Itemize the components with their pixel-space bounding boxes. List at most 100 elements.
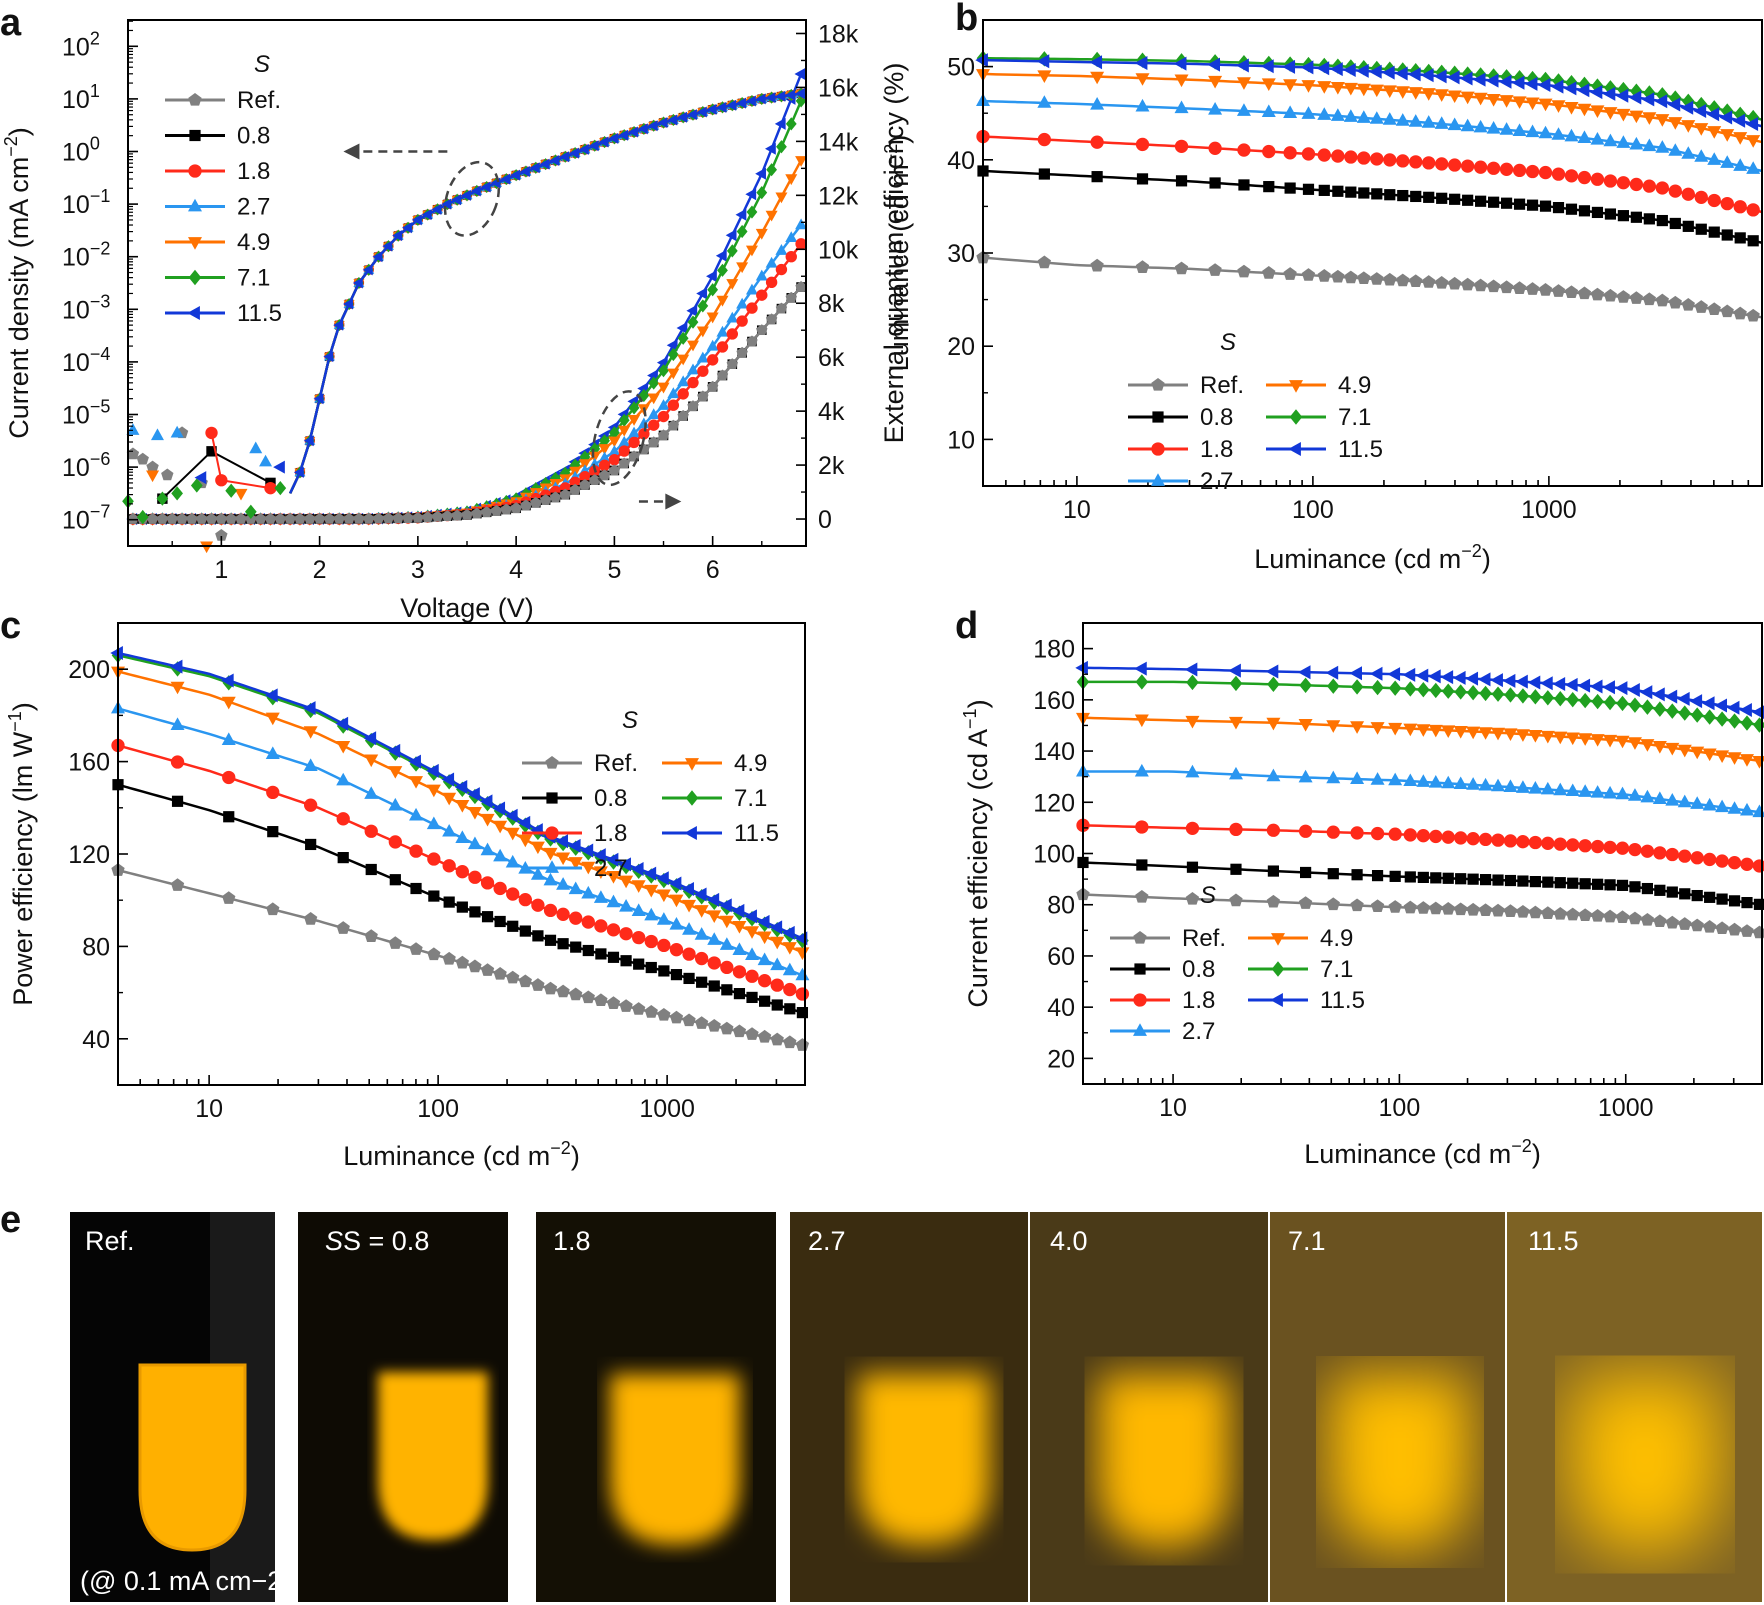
d-marker-4.9 (1441, 725, 1456, 739)
b-marker-4.9 (1694, 123, 1709, 136)
d-marker-0.8 (1554, 877, 1566, 889)
b-marker-11.5 (1036, 54, 1050, 69)
c-marker-11.5 (744, 909, 757, 924)
d-marker-11.5 (1527, 675, 1541, 690)
b-marker-2.7 (1301, 106, 1316, 119)
b-marker-Ref. (1301, 268, 1316, 281)
a-current-marker-11.5 (647, 120, 658, 132)
d-marker-4.9 (1615, 735, 1630, 749)
c-marker-11.5 (580, 843, 594, 858)
c-marker-4.9 (631, 880, 646, 893)
a-x-tick-label-4: 4 (509, 556, 523, 584)
a-luminance-marker-Ref. (382, 512, 395, 524)
a-luminance-marker-1.8 (746, 302, 758, 314)
d-marker-2.7 (1690, 796, 1705, 809)
c-marker-0.8 (721, 984, 733, 996)
b-legend-label-4.9: 4.9 (1338, 372, 1371, 399)
d-marker-4.9 (1603, 734, 1618, 748)
d-marker-4.9 (1652, 741, 1667, 754)
a-luminance-marker-11.5 (765, 142, 776, 155)
a-luminance-marker-7.1 (589, 442, 601, 456)
a-luminance-marker-Ref. (186, 513, 198, 524)
a-luminance-marker-4.9 (696, 326, 709, 338)
d-marker-11.5 (1297, 665, 1311, 680)
d-marker-4.9 (1185, 715, 1200, 729)
a-legend-label-11.5: 11.5 (237, 300, 282, 327)
d-marker-7.1 (1229, 675, 1243, 692)
c-marker-Ref. (468, 959, 482, 973)
a-y2-axis-label: Luminance (cd m−2) (881, 135, 914, 372)
c-legend-title: S (622, 707, 638, 734)
b-marker-2.7 (1486, 120, 1501, 134)
a-luminance-marker-2.7 (657, 399, 670, 410)
d-y-tick-label-180: 180 (1033, 636, 1075, 664)
d-marker-7.1 (1603, 694, 1617, 711)
a-legend-item-7.1: 7.1 (165, 265, 270, 292)
b-y-axis-label: External quantum efficiency (%) (879, 63, 909, 444)
b-marker-2.7 (1473, 119, 1488, 133)
c-marker-4.9 (707, 910, 722, 924)
b-marker-0.8 (1263, 181, 1275, 193)
b-marker-1.8 (1208, 141, 1222, 155)
a-luminance-marker-4.9 (785, 174, 798, 186)
d-marker-2.7 (1416, 774, 1431, 787)
a-legend-label-7.1: 7.1 (237, 265, 270, 292)
c-marker-0.8 (784, 1003, 796, 1015)
b-marker-Ref. (1370, 272, 1384, 285)
c-marker-1.8 (480, 876, 495, 890)
c-marker-11.5 (408, 754, 421, 769)
b-marker-1.8 (1344, 150, 1358, 164)
c-marker-1.8 (222, 770, 236, 785)
b-marker-4.9 (1135, 73, 1150, 86)
c-marker-1.8 (388, 835, 402, 849)
d-legend-label-11.5: 11.5 (1320, 987, 1365, 1014)
b-marker-11.5 (1615, 88, 1629, 103)
d-x-tick-label-10: 10 (1159, 1094, 1187, 1122)
d-marker-Ref. (1578, 908, 1592, 921)
a-luminance-marker-4.9 (687, 340, 699, 352)
c-marker-Ref. (303, 912, 318, 925)
b-marker-Ref. (1538, 283, 1553, 296)
d-marker-1.8 (1478, 832, 1493, 847)
a-noise-marker-7.1 (244, 504, 257, 519)
a-luminance-marker-1.8 (706, 354, 719, 366)
a-luminance-series-11.5 (126, 67, 806, 526)
b-marker-2.7 (1395, 113, 1410, 126)
d-marker-Ref. (1516, 904, 1530, 918)
c-marker-0.8 (771, 999, 783, 1011)
b-legend-label-0.8: 0.8 (1200, 404, 1233, 431)
a-noise-marker-0.8 (206, 446, 217, 457)
b-marker-1.8 (1435, 157, 1449, 171)
d-marker-7.1 (1350, 679, 1364, 695)
b-marker-4.9 (1434, 89, 1449, 102)
b-marker-0.8 (1462, 194, 1474, 206)
b-marker-11.5 (1282, 59, 1296, 74)
b-marker-1.8 (1383, 153, 1397, 167)
d-marker-11.5 (1577, 678, 1591, 693)
d-marker-7.1 (1678, 705, 1692, 721)
d-marker-1.8 (1640, 844, 1655, 858)
a-noise-marker-4.9 (146, 470, 160, 483)
d-x-axis-label: Luminance (cd m−2) (1304, 1136, 1541, 1169)
a-current-line-1.8 (288, 92, 802, 494)
d-marker-Ref. (1266, 894, 1281, 908)
b-marker-4.9 (1356, 83, 1371, 97)
a-y-tick-label-6: 10−1 (62, 186, 110, 219)
c-marker-Ref. (336, 921, 350, 934)
d-marker-1.8 (1416, 829, 1430, 843)
d-marker-1.8 (1441, 830, 1455, 844)
panel-label-e: e (0, 1199, 21, 1241)
c-marker-11.5 (363, 731, 377, 746)
d-legend-item-1.8: 1.8 (1110, 987, 1215, 1014)
panel-a-chart: 1 2 3 4 5 6 10−7 10−6 10−5 10−4 10−3 10−2 10−1 100 101… (1, 19, 914, 623)
a-luminance-marker-11.5 (706, 270, 717, 283)
c-marker-4.9 (336, 740, 351, 754)
d-marker-11.5 (1502, 673, 1516, 688)
b-marker-2.7 (1037, 95, 1052, 108)
c-marker-2.7 (770, 957, 785, 971)
c-series-11.5 (110, 646, 808, 946)
a-luminance-marker-Ref. (372, 512, 385, 524)
c-marker-4.9 (170, 681, 185, 695)
c-marker-2.7 (467, 836, 482, 850)
d-marker-0.8 (1442, 872, 1454, 884)
